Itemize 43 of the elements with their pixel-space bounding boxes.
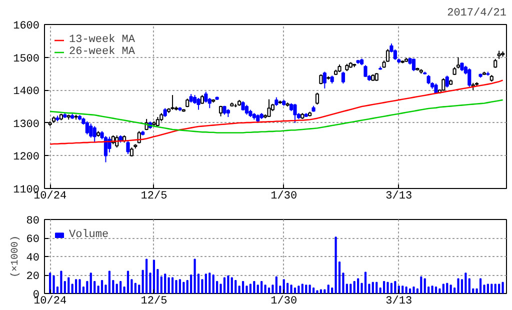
x-tick-label: 10/24 [34, 296, 67, 308]
x-tick-label: 3/13 [386, 190, 412, 202]
candlestick [442, 78, 446, 92]
candlestick [315, 92, 320, 106]
legend-label: 13-week MA [69, 34, 136, 46]
legend-label: Volume [69, 229, 109, 241]
y-tick-label: 20 [26, 271, 40, 283]
x-tick-label: 12/5 [140, 190, 168, 202]
candlestick [89, 123, 93, 138]
candlestick [412, 58, 416, 72]
candlestick [341, 71, 346, 84]
x-tick-label: 10/24 [34, 190, 67, 202]
y-axis-title: (×1000) [9, 235, 22, 278]
candlestick [364, 64, 368, 78]
candlestick [456, 56, 460, 69]
candlestick [445, 75, 449, 88]
legend-label: 26-week MA [69, 46, 136, 58]
y-tick-label: 60 [26, 234, 40, 246]
candlestick [267, 98, 271, 118]
candlestick [293, 103, 297, 124]
candlestick [170, 94, 174, 110]
y-tick-label: 1600 [13, 20, 40, 32]
y-tick-label: 1500 [13, 53, 40, 66]
candlestick [85, 120, 89, 135]
candlestick [468, 68, 472, 88]
y-tick-label: 1300 [13, 118, 40, 131]
y-tick-label: 1200 [13, 152, 40, 164]
x-tick-label: 1/30 [270, 190, 298, 202]
x-tick-label: 12/5 [140, 296, 168, 308]
line-series [49, 99, 504, 134]
candlestick [426, 74, 430, 85]
y-tick-label: 80 [26, 216, 40, 228]
candlestick [92, 126, 96, 144]
candlestick [241, 100, 245, 111]
x-tick-label: 3/13 [386, 296, 412, 308]
y-tick-label: 40 [26, 252, 40, 264]
y-tick-label: 1400 [13, 86, 40, 98]
candlestick [196, 97, 200, 110]
candlestick [244, 104, 249, 116]
candlestick [126, 140, 130, 155]
x-tick-label: 1/30 [270, 296, 298, 308]
candlestick [322, 71, 326, 89]
chart-subtitle: 2017/4/21 [447, 8, 507, 20]
